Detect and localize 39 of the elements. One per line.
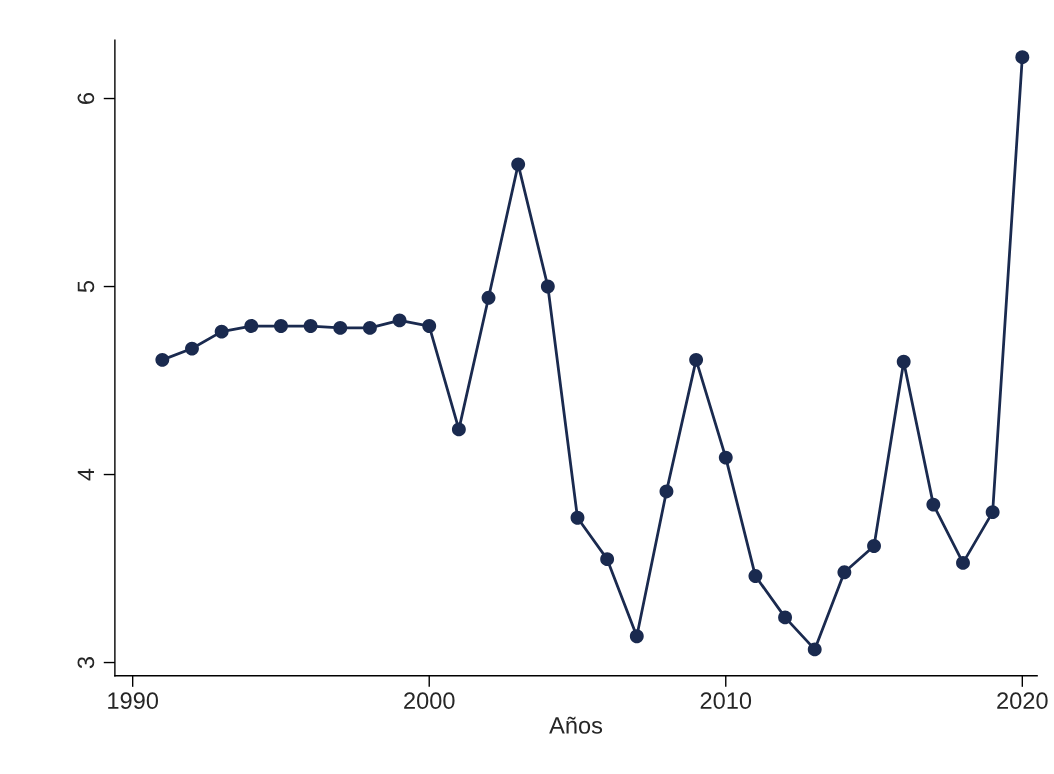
point	[481, 290, 496, 305]
point	[600, 552, 615, 567]
point	[807, 642, 822, 657]
y-tick-label: 4	[77, 468, 95, 481]
x-tick-label: 2010	[700, 692, 752, 710]
point	[689, 352, 704, 367]
point	[422, 319, 437, 333]
point	[867, 539, 881, 553]
point	[896, 354, 911, 369]
point	[303, 319, 318, 333]
point	[956, 555, 970, 570]
point	[926, 497, 941, 512]
point	[540, 279, 555, 294]
point	[659, 484, 674, 499]
point	[1015, 50, 1030, 65]
point	[570, 510, 585, 525]
point	[333, 320, 348, 335]
point	[214, 324, 229, 339]
point	[185, 341, 199, 356]
point	[274, 319, 288, 333]
point	[748, 569, 763, 583]
point	[511, 157, 526, 172]
point	[718, 450, 733, 465]
point	[985, 505, 1000, 520]
point	[778, 610, 793, 625]
point	[837, 565, 852, 580]
point	[392, 313, 407, 328]
y-tick-label: 3	[77, 657, 95, 669]
y-tick-label: 6	[77, 93, 95, 104]
point	[155, 352, 170, 367]
y-tick-label: 5	[77, 280, 95, 293]
point	[451, 422, 466, 437]
x-tick-label: 2020	[997, 692, 1048, 710]
x-tick-label: 1990	[108, 692, 159, 710]
point	[362, 320, 377, 335]
x-axis-title: Años	[549, 716, 603, 734]
x-tick-label: 2000	[404, 692, 455, 710]
point	[629, 629, 644, 644]
point	[244, 319, 259, 333]
